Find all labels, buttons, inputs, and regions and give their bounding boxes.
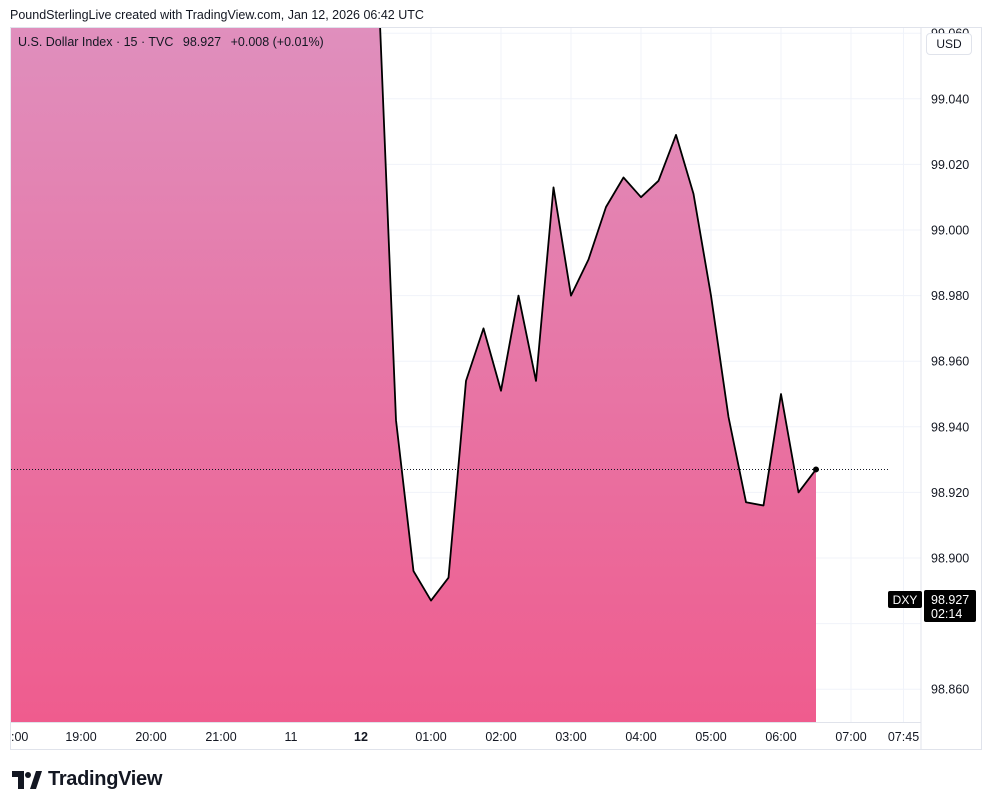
time-axis-tick-label: 06:00 — [765, 730, 796, 744]
time-axis-tick-label: 02:00 — [485, 730, 516, 744]
last-price-dot — [813, 466, 819, 473]
chart-credit: PoundSterlingLive created with TradingVi… — [10, 8, 424, 22]
price-axis-tick-label: 98.900 — [931, 552, 969, 566]
price-tag-box — [924, 590, 976, 622]
time-axis-tick-label: 12 — [354, 730, 368, 744]
legend-change: +0.008 (+0.01%) — [230, 35, 324, 49]
currency-button[interactable]: USD — [926, 33, 972, 55]
price-tag-countdown: 02:14 — [931, 607, 962, 621]
price-axis-tick-label: 98.980 — [931, 289, 969, 303]
price-tag-value: 98.927 — [931, 593, 969, 607]
time-axis-tick-label: 21:00 — [205, 730, 236, 744]
price-axis-tick-label: 98.920 — [931, 486, 969, 500]
price-axis-tick-label: 98.860 — [931, 683, 969, 697]
tradingview-logo-text: TradingView — [48, 768, 163, 790]
symbol-tag-box — [888, 591, 922, 608]
legend-symbol: U.S. Dollar Index · 15 · TVC — [18, 35, 174, 49]
price-axis-tick-label: 99.000 — [931, 224, 969, 238]
time-axis-tick-label: :00 — [11, 730, 28, 744]
price-series-line — [379, 28, 817, 602]
time-axis-tick-label: 05:00 — [695, 730, 726, 744]
tradingview-logo[interactable]: TradingView — [12, 768, 162, 791]
price-area-fill — [11, 28, 816, 722]
legend-price: 98.927 — [182, 35, 222, 49]
price-axis-tick-label: 98.940 — [931, 420, 969, 434]
time-axis-tick-label: 04:00 — [625, 730, 656, 744]
price-axis-tick-label: 98.960 — [931, 355, 969, 369]
time-axis-tick-label: 19:00 — [65, 730, 96, 744]
time-axis-tick-label: 11 — [285, 730, 298, 744]
time-axis-tick-label: 07:45 — [888, 730, 919, 744]
chart-legend[interactable]: U.S. Dollar Index · 15 · TVC 98.927 +0.0… — [18, 35, 324, 49]
price-axis-tick-label: 99.040 — [931, 92, 969, 106]
tradingview-logo-icon — [12, 770, 42, 789]
symbol-tag-label: DXY — [893, 593, 918, 607]
time-axis-tick-label: 07:00 — [835, 730, 866, 744]
price-axis-tick-label: 99.020 — [931, 158, 969, 172]
time-axis-tick-label: 20:00 — [135, 730, 166, 744]
time-axis[interactable]: :00 19:00 20:00 21:00 11 12 01:00 02:00 03:00 04:… — [11, 730, 919, 744]
time-axis-tick-label: 01:00 — [415, 730, 446, 744]
time-axis-tick-label: 03:00 — [555, 730, 586, 744]
last-price-tag: DXY 98.927 02:14 — [888, 590, 976, 622]
